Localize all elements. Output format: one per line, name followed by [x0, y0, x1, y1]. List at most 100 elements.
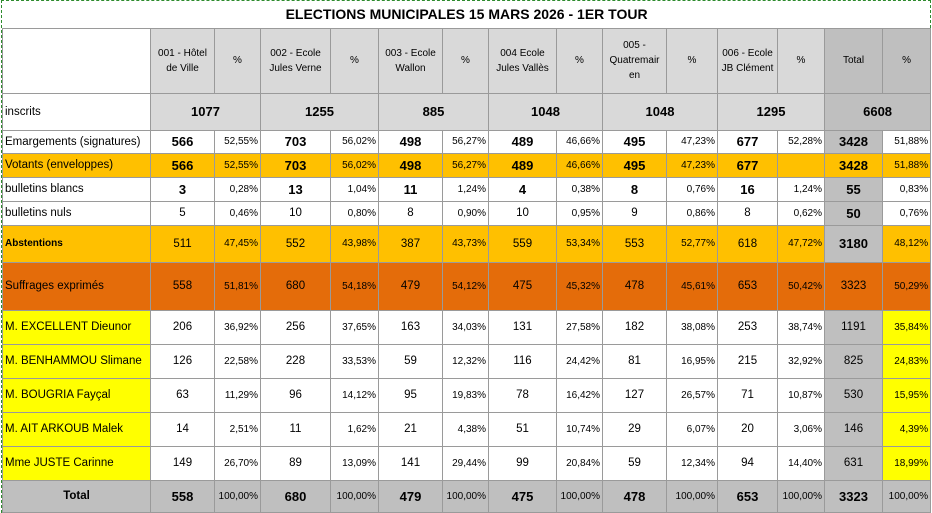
percent-cell: 20,84%	[556, 445, 603, 481]
count-cell: 558	[150, 261, 215, 311]
percent-cell: 10,87%	[777, 377, 825, 413]
count-cell: 131	[488, 309, 557, 345]
count-cell: 163	[378, 309, 443, 345]
count-cell: 253	[717, 309, 778, 345]
percent-cell: 11,29%	[214, 377, 261, 413]
percent-cell: 27,58%	[556, 309, 603, 345]
count-cell: 71	[717, 377, 778, 413]
bureau-header: 003 - Ecole Wallon	[378, 27, 443, 94]
count-cell: 146	[824, 411, 883, 447]
count-cell: 653	[717, 479, 778, 513]
row-label: Mme JUSTE Carinne	[2, 445, 151, 481]
count-cell: 553	[602, 224, 667, 263]
percent-cell: 52,55%	[214, 129, 261, 154]
percent-cell: 36,92%	[214, 309, 261, 345]
percent-cell: 38,08%	[666, 309, 718, 345]
percent-cell: 24,42%	[556, 343, 603, 379]
percent-cell: 32,92%	[777, 343, 825, 379]
percent-cell: 1,24%	[777, 176, 825, 202]
percent-header: %	[330, 27, 379, 94]
count-cell: 489	[488, 152, 557, 178]
count-cell: 78	[488, 377, 557, 413]
percent-cell: 47,23%	[666, 129, 718, 154]
percent-cell: 10,74%	[556, 411, 603, 447]
percent-cell: 52,55%	[214, 152, 261, 178]
count-cell: 8	[378, 200, 443, 226]
percent-cell: 0,95%	[556, 200, 603, 226]
count-cell: 11	[260, 411, 331, 447]
count-cell: 13	[260, 176, 331, 202]
row-label: inscrits	[2, 92, 151, 131]
count-cell: 59	[602, 445, 667, 481]
row-label: M. BOUGRIA Fayçal	[2, 377, 151, 413]
percent-cell: 1,24%	[442, 176, 489, 202]
row-label: Emargements (signatures)	[2, 129, 151, 154]
count-cell: 99	[488, 445, 557, 481]
bureau-header: 006 - Ecole JB Clément	[717, 27, 778, 94]
percent-cell: 100,00%	[214, 479, 261, 513]
count-cell: 677	[717, 129, 778, 154]
count-cell: 14	[150, 411, 215, 447]
percent-cell: 34,03%	[442, 309, 489, 345]
percent-cell: 52,77%	[666, 224, 718, 263]
count-cell: 552	[260, 224, 331, 263]
bureau-header: 004 Ecole Jules Vallès	[488, 27, 557, 94]
row-label: Votants (enveloppes)	[2, 152, 151, 178]
percent-cell: 22,58%	[214, 343, 261, 379]
percent-cell: 0,83%	[881, 176, 932, 202]
percent-cell: 0,76%	[666, 176, 718, 202]
count-cell: 478	[602, 261, 667, 311]
percent-cell: 29,44%	[442, 445, 489, 481]
count-cell: 89	[260, 445, 331, 481]
count-cell: 3	[150, 176, 215, 202]
count-cell: 680	[260, 479, 331, 513]
row-label: bulletins blancs	[2, 176, 151, 202]
inscrits-value: 1048	[602, 92, 718, 131]
percent-cell: 56,27%	[442, 129, 489, 154]
inscrits-value: 1295	[717, 92, 825, 131]
percent-cell: 56,02%	[330, 129, 379, 154]
percent-cell: 50,42%	[777, 261, 825, 311]
count-cell: 495	[602, 152, 667, 178]
percent-cell: 12,32%	[442, 343, 489, 379]
percent-cell: 26,57%	[666, 377, 718, 413]
count-cell: 11	[378, 176, 443, 202]
count-cell: 126	[150, 343, 215, 379]
percent-cell	[777, 152, 825, 178]
percent-cell: 43,73%	[442, 224, 489, 263]
percent-cell: 46,66%	[556, 152, 603, 178]
count-cell: 10	[488, 200, 557, 226]
count-cell: 3180	[824, 224, 883, 263]
bureau-header: 001 - Hôtel de Ville	[150, 27, 215, 94]
percent-cell: 18,99%	[881, 445, 932, 481]
percent-cell: 16,95%	[666, 343, 718, 379]
count-cell: 127	[602, 377, 667, 413]
percent-cell: 3,06%	[777, 411, 825, 447]
count-cell: 3323	[824, 261, 883, 311]
count-cell: 149	[150, 445, 215, 481]
count-cell: 703	[260, 152, 331, 178]
count-cell: 81	[602, 343, 667, 379]
percent-cell: 53,34%	[556, 224, 603, 263]
percent-cell: 45,32%	[556, 261, 603, 311]
percent-cell: 1,04%	[330, 176, 379, 202]
percent-cell: 0,38%	[556, 176, 603, 202]
count-cell: 1191	[824, 309, 883, 345]
percent-cell: 0,28%	[214, 176, 261, 202]
row-label: M. BENHAMMOU Slimane	[2, 343, 151, 379]
percent-cell: 51,88%	[881, 152, 932, 178]
percent-cell: 45,61%	[666, 261, 718, 311]
inscrits-value: 885	[378, 92, 489, 131]
percent-cell: 52,28%	[777, 129, 825, 154]
percent-cell: 2,51%	[214, 411, 261, 447]
percent-header: %	[777, 27, 825, 94]
percent-cell: 0,90%	[442, 200, 489, 226]
row-label: M. EXCELLENT Dieunor	[2, 309, 151, 345]
row-label: M. AIT ARKOUB Malek	[2, 411, 151, 447]
count-cell: 59	[378, 343, 443, 379]
percent-cell: 37,65%	[330, 309, 379, 345]
bureau-header: 002 - Ecole Jules Verne	[260, 27, 331, 94]
percent-cell: 47,72%	[777, 224, 825, 263]
percent-cell: 16,42%	[556, 377, 603, 413]
percent-cell: 48,12%	[881, 224, 932, 263]
